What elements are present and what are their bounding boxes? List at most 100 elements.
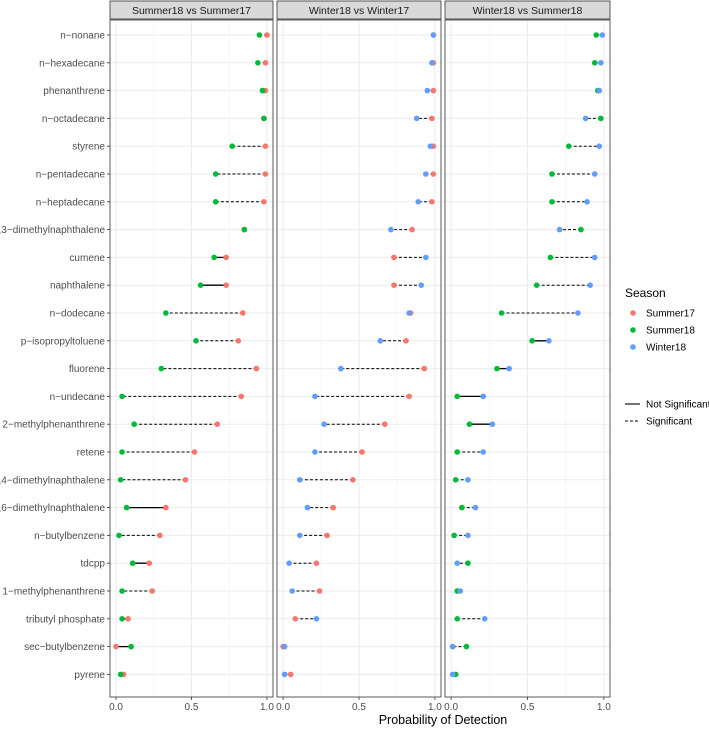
point-winter18 bbox=[575, 310, 581, 316]
point-winter18 bbox=[481, 616, 488, 622]
point-summer18 bbox=[193, 338, 199, 344]
category-label: phenanthrene bbox=[43, 86, 105, 97]
point-winter18 bbox=[312, 393, 318, 400]
point-summer17 bbox=[240, 310, 246, 316]
category-label: tdcpp bbox=[81, 559, 106, 570]
point-winter18 bbox=[480, 449, 486, 455]
point-summer17 bbox=[163, 504, 169, 511]
x-axis-label: Probability of Detection bbox=[379, 713, 508, 727]
category-label: 2−methylphenanthrene bbox=[2, 420, 105, 431]
point-summer17 bbox=[262, 60, 269, 66]
point-winter18 bbox=[591, 254, 598, 261]
point-winter18 bbox=[313, 616, 320, 622]
point-summer18 bbox=[494, 365, 500, 372]
x-tick-label: 0.0 bbox=[276, 702, 290, 713]
point-summer17 bbox=[262, 171, 269, 177]
point-winter18 bbox=[465, 477, 471, 483]
point-winter18 bbox=[296, 532, 303, 539]
point-winter18 bbox=[598, 60, 604, 66]
point-summer18 bbox=[119, 616, 125, 622]
panel-strip bbox=[276, 0, 442, 20]
point-winter18 bbox=[489, 421, 496, 428]
point-winter18 bbox=[321, 421, 327, 428]
category-label: n−undecane bbox=[50, 392, 106, 403]
category-label: n−pentadecane bbox=[36, 170, 106, 181]
x-tick-label: 1.0 bbox=[597, 702, 611, 713]
point-winter18 bbox=[465, 532, 471, 539]
point-summer18 bbox=[593, 32, 600, 38]
point-summer18 bbox=[547, 254, 554, 261]
category-label: naphthalene bbox=[50, 281, 105, 292]
x-tick-label: 0.5 bbox=[185, 702, 199, 713]
category-label: n−heptadecane bbox=[36, 197, 106, 208]
category-label: p−isopropyltoluene bbox=[21, 336, 106, 347]
category-label: tributyl phosphate bbox=[26, 614, 105, 625]
point-summer18 bbox=[598, 115, 604, 122]
category-label: sec−butylbenzene bbox=[24, 642, 105, 653]
category-label: fluorene bbox=[69, 364, 106, 375]
point-summer18 bbox=[591, 60, 598, 66]
point-summer18 bbox=[212, 171, 219, 177]
point-summer17 bbox=[125, 616, 131, 622]
x-axis-ticks: 0.0 0.5 1.0 bbox=[444, 697, 611, 713]
point-summer17 bbox=[182, 477, 189, 483]
point-winter18 bbox=[304, 504, 311, 511]
point-summer18 bbox=[117, 671, 124, 678]
category-label: n−hexadecane bbox=[39, 58, 105, 69]
x-tick-label: 0.0 bbox=[444, 702, 458, 713]
point-winter18 bbox=[312, 449, 318, 455]
point-summer17 bbox=[391, 282, 397, 289]
point-summer18 bbox=[211, 254, 217, 261]
legend: Season Summer17 Summer18 Winter18 Not Signif… bbox=[625, 286, 709, 428]
point-summer17 bbox=[157, 532, 163, 539]
point-summer18 bbox=[549, 171, 555, 177]
category-label: n−octadecane bbox=[42, 114, 106, 125]
point-summer18 bbox=[454, 449, 461, 455]
point-summer18 bbox=[459, 504, 465, 511]
panel-1: Summer18 vs Summer17 0.0 0.5 1.0 bbox=[109, 0, 274, 713]
point-winter18 bbox=[423, 171, 429, 177]
point-summer18 bbox=[119, 588, 125, 594]
point-winter18 bbox=[281, 643, 288, 650]
panel-title: Winter18 vs Summer18 bbox=[473, 5, 583, 17]
point-winter18 bbox=[337, 365, 344, 372]
point-winter18 bbox=[556, 226, 563, 233]
point-winter18 bbox=[377, 338, 384, 344]
point-winter18 bbox=[591, 171, 598, 177]
point-summer17 bbox=[409, 226, 415, 233]
x-tick-label: 1.0 bbox=[260, 702, 274, 713]
legend-label: Significant bbox=[646, 417, 692, 428]
point-summer18 bbox=[116, 532, 122, 539]
legend-label: Summer18 bbox=[646, 326, 695, 337]
panel-marks bbox=[449, 32, 606, 678]
point-summer18 bbox=[466, 421, 473, 428]
point-summer17 bbox=[382, 421, 388, 428]
point-summer17 bbox=[316, 588, 323, 594]
point-summer17 bbox=[238, 393, 245, 400]
point-summer18 bbox=[533, 282, 540, 289]
x-tick-label: 0.5 bbox=[352, 702, 366, 713]
panel-marks bbox=[280, 32, 437, 678]
legend-key-summer18 bbox=[630, 327, 636, 333]
x-tick-label: 0.5 bbox=[521, 702, 535, 713]
point-summer18 bbox=[529, 338, 535, 344]
point-summer18 bbox=[119, 449, 125, 455]
point-summer17 bbox=[429, 199, 435, 205]
point-summer17 bbox=[287, 671, 294, 678]
point-winter18 bbox=[296, 477, 303, 483]
category-label: 1,3−dimethylnaphthalene bbox=[0, 225, 105, 236]
legend-title: Season bbox=[625, 286, 666, 300]
point-summer17 bbox=[149, 588, 156, 594]
point-winter18 bbox=[430, 32, 437, 38]
category-label: n−nonane bbox=[60, 31, 105, 42]
point-summer17 bbox=[264, 32, 270, 38]
point-summer17 bbox=[223, 282, 230, 289]
point-winter18 bbox=[596, 87, 603, 94]
point-summer18 bbox=[259, 87, 266, 94]
point-summer18 bbox=[565, 143, 572, 149]
point-winter18 bbox=[281, 671, 288, 678]
x-axis-ticks: 0.0 0.5 1.0 bbox=[276, 697, 442, 713]
point-winter18 bbox=[289, 588, 295, 594]
